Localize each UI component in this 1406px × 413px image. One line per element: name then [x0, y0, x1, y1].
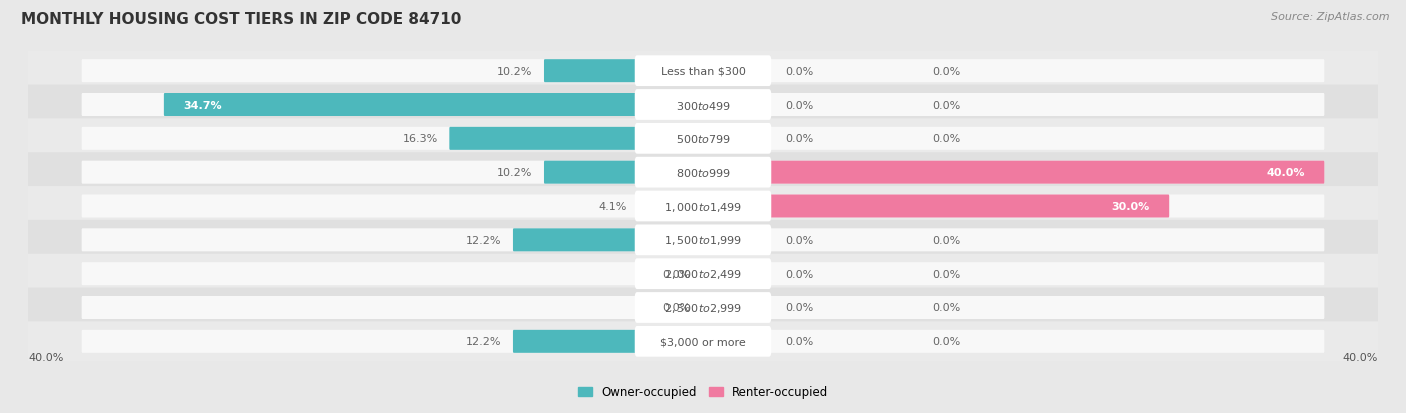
- FancyBboxPatch shape: [82, 161, 704, 184]
- FancyBboxPatch shape: [702, 161, 1324, 184]
- Text: 12.2%: 12.2%: [465, 235, 502, 245]
- FancyBboxPatch shape: [544, 60, 704, 83]
- FancyBboxPatch shape: [25, 254, 1381, 294]
- Text: 0.0%: 0.0%: [932, 269, 960, 279]
- FancyBboxPatch shape: [634, 225, 772, 256]
- Text: 10.2%: 10.2%: [496, 168, 533, 178]
- FancyBboxPatch shape: [513, 330, 704, 353]
- FancyBboxPatch shape: [82, 229, 704, 252]
- FancyBboxPatch shape: [82, 60, 704, 83]
- FancyBboxPatch shape: [634, 326, 772, 357]
- FancyBboxPatch shape: [25, 288, 1381, 328]
- FancyBboxPatch shape: [634, 191, 772, 222]
- Text: 0.0%: 0.0%: [785, 100, 814, 110]
- FancyBboxPatch shape: [82, 296, 704, 319]
- Text: $1,500 to $1,999: $1,500 to $1,999: [664, 234, 742, 247]
- FancyBboxPatch shape: [544, 161, 704, 184]
- FancyBboxPatch shape: [25, 52, 1381, 91]
- Text: 0.0%: 0.0%: [932, 134, 960, 144]
- Legend: Owner-occupied, Renter-occupied: Owner-occupied, Renter-occupied: [578, 385, 828, 399]
- FancyBboxPatch shape: [702, 60, 1324, 83]
- Text: 0.0%: 0.0%: [932, 100, 960, 110]
- FancyBboxPatch shape: [634, 157, 772, 188]
- Text: 4.1%: 4.1%: [599, 202, 627, 211]
- Text: 16.3%: 16.3%: [402, 134, 437, 144]
- Text: $300 to $499: $300 to $499: [675, 99, 731, 111]
- Text: 0.0%: 0.0%: [932, 303, 960, 313]
- Text: $500 to $799: $500 to $799: [675, 133, 731, 145]
- FancyBboxPatch shape: [638, 195, 704, 218]
- FancyBboxPatch shape: [450, 128, 704, 150]
- Text: 0.0%: 0.0%: [932, 235, 960, 245]
- FancyBboxPatch shape: [702, 296, 1324, 319]
- Text: 40.0%: 40.0%: [1267, 168, 1305, 178]
- Text: 0.0%: 0.0%: [785, 303, 814, 313]
- Text: 0.0%: 0.0%: [785, 134, 814, 144]
- FancyBboxPatch shape: [25, 187, 1381, 226]
- Text: 30.0%: 30.0%: [1112, 202, 1150, 211]
- FancyBboxPatch shape: [634, 292, 772, 323]
- FancyBboxPatch shape: [634, 56, 772, 87]
- Text: 0.0%: 0.0%: [785, 337, 814, 347]
- Text: $2,000 to $2,499: $2,000 to $2,499: [664, 268, 742, 280]
- FancyBboxPatch shape: [82, 263, 704, 285]
- Text: 0.0%: 0.0%: [662, 269, 690, 279]
- FancyBboxPatch shape: [82, 195, 704, 218]
- Text: 40.0%: 40.0%: [28, 352, 63, 363]
- Text: 0.0%: 0.0%: [662, 303, 690, 313]
- FancyBboxPatch shape: [702, 330, 1324, 353]
- FancyBboxPatch shape: [702, 195, 1170, 218]
- FancyBboxPatch shape: [702, 195, 1324, 218]
- FancyBboxPatch shape: [165, 94, 704, 117]
- Text: 10.2%: 10.2%: [496, 66, 533, 76]
- Text: Less than $300: Less than $300: [661, 66, 745, 76]
- Text: $3,000 or more: $3,000 or more: [661, 337, 745, 347]
- Text: $800 to $999: $800 to $999: [675, 167, 731, 179]
- FancyBboxPatch shape: [702, 161, 1324, 184]
- Text: 0.0%: 0.0%: [932, 337, 960, 347]
- FancyBboxPatch shape: [702, 94, 1324, 117]
- FancyBboxPatch shape: [25, 119, 1381, 159]
- Text: 0.0%: 0.0%: [785, 235, 814, 245]
- FancyBboxPatch shape: [634, 123, 772, 154]
- FancyBboxPatch shape: [25, 85, 1381, 125]
- FancyBboxPatch shape: [25, 153, 1381, 192]
- Text: $2,500 to $2,999: $2,500 to $2,999: [664, 301, 742, 314]
- FancyBboxPatch shape: [25, 221, 1381, 260]
- FancyBboxPatch shape: [702, 263, 1324, 285]
- Text: 0.0%: 0.0%: [785, 269, 814, 279]
- FancyBboxPatch shape: [702, 128, 1324, 150]
- Text: 0.0%: 0.0%: [932, 66, 960, 76]
- Text: MONTHLY HOUSING COST TIERS IN ZIP CODE 84710: MONTHLY HOUSING COST TIERS IN ZIP CODE 8…: [21, 12, 461, 27]
- Text: 0.0%: 0.0%: [785, 66, 814, 76]
- FancyBboxPatch shape: [513, 229, 704, 252]
- Text: 40.0%: 40.0%: [1343, 352, 1378, 363]
- Text: $1,000 to $1,499: $1,000 to $1,499: [664, 200, 742, 213]
- FancyBboxPatch shape: [25, 322, 1381, 361]
- Text: Source: ZipAtlas.com: Source: ZipAtlas.com: [1271, 12, 1389, 22]
- FancyBboxPatch shape: [634, 259, 772, 290]
- FancyBboxPatch shape: [634, 90, 772, 121]
- FancyBboxPatch shape: [82, 128, 704, 150]
- FancyBboxPatch shape: [702, 229, 1324, 252]
- Text: 12.2%: 12.2%: [465, 337, 502, 347]
- FancyBboxPatch shape: [82, 330, 704, 353]
- Text: 34.7%: 34.7%: [183, 100, 222, 110]
- FancyBboxPatch shape: [82, 94, 704, 117]
